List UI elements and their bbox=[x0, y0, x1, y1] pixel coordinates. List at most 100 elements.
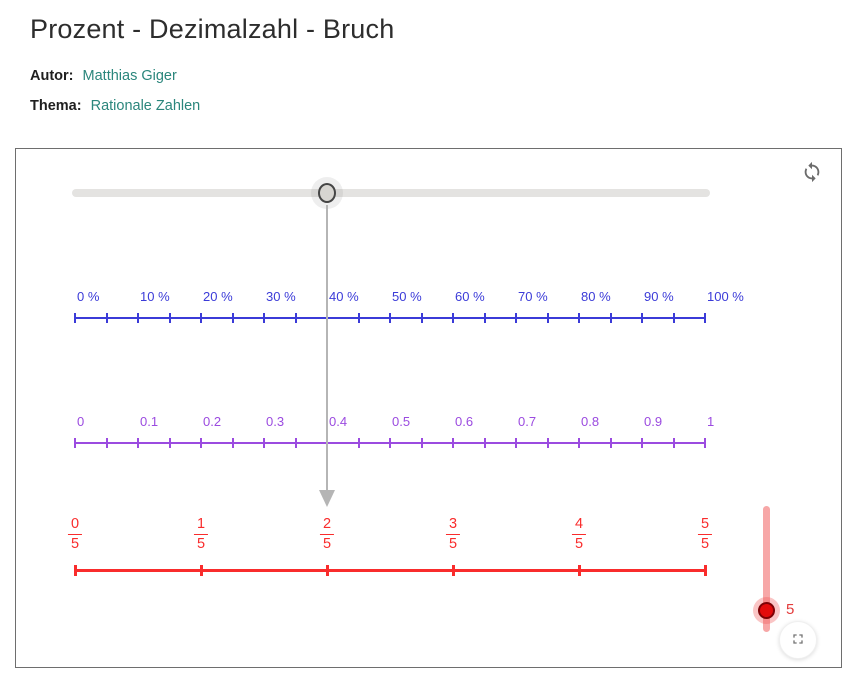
value-arrow-line bbox=[326, 205, 328, 490]
tick-label: 0.4 bbox=[329, 414, 348, 429]
tick-mark bbox=[105, 313, 108, 323]
denominator-slider-value: 5 bbox=[786, 601, 795, 618]
author-link[interactable]: Matthias Giger bbox=[82, 68, 177, 84]
tick-mark bbox=[609, 313, 612, 323]
tick-label: 0.9 bbox=[644, 414, 663, 429]
topic-row: Thema: Rationale Zahlen bbox=[30, 98, 200, 114]
author-label: Autor: bbox=[30, 68, 74, 84]
tick-label: 80 % bbox=[581, 289, 611, 304]
fraction-denominator: 5 bbox=[448, 535, 458, 552]
tick-label: 60 % bbox=[455, 289, 485, 304]
value-arrow-head-icon bbox=[319, 490, 335, 507]
tick-mark bbox=[231, 438, 234, 448]
tick-mark bbox=[704, 565, 707, 576]
tick-mark bbox=[168, 313, 171, 323]
tick-label: 1 bbox=[707, 414, 715, 429]
tick-mark bbox=[452, 313, 454, 323]
reset-button[interactable] bbox=[796, 157, 828, 189]
tick-mark bbox=[578, 438, 580, 448]
tick-mark bbox=[641, 438, 643, 448]
tick-mark bbox=[704, 438, 706, 448]
tick-mark bbox=[420, 313, 423, 323]
tick-mark bbox=[294, 313, 297, 323]
main-slider-track[interactable] bbox=[72, 189, 710, 197]
tick-mark bbox=[137, 438, 139, 448]
fraction-denominator: 5 bbox=[574, 535, 584, 552]
tick-mark bbox=[609, 438, 612, 448]
tick-label: 50 % bbox=[392, 289, 422, 304]
tick-mark bbox=[515, 313, 517, 323]
number-line-baseline bbox=[74, 569, 706, 572]
tick-mark bbox=[105, 438, 108, 448]
tick-label: 90 % bbox=[644, 289, 674, 304]
tick-label: 20 % bbox=[203, 289, 233, 304]
tick-label: 0.8 bbox=[581, 414, 600, 429]
tick-mark bbox=[389, 438, 391, 448]
geogebra-applet: 0 % 10 % 20 % 30 % 40 % 50 % 60 % 70 % 80 % 90 % 1… bbox=[15, 148, 842, 668]
tick-label: 0.3 bbox=[266, 414, 285, 429]
tick-label: 0.1 bbox=[140, 414, 159, 429]
tick-mark bbox=[578, 313, 580, 323]
tick-label: 0.2 bbox=[203, 414, 222, 429]
fullscreen-icon bbox=[790, 631, 806, 650]
tick-mark bbox=[74, 313, 76, 323]
fraction-denominator: 5 bbox=[70, 535, 80, 552]
fraction-numerator: 3 bbox=[445, 516, 461, 535]
tick-mark bbox=[578, 565, 581, 576]
tick-mark bbox=[389, 313, 391, 323]
tick-label: 40 % bbox=[329, 289, 359, 304]
tick-mark bbox=[546, 438, 549, 448]
tick-mark bbox=[515, 438, 517, 448]
tick-label: 10 % bbox=[140, 289, 170, 304]
fraction-denominator: 5 bbox=[700, 535, 710, 552]
tick-mark bbox=[357, 438, 360, 448]
tick-mark bbox=[483, 438, 486, 448]
tick-label: 0 % bbox=[77, 289, 100, 304]
page-title: Prozent - Dezimalzahl - Bruch bbox=[30, 14, 395, 44]
tick-mark bbox=[74, 565, 77, 576]
tick-mark bbox=[74, 438, 76, 448]
tick-label: 0 bbox=[77, 414, 85, 429]
tick-mark bbox=[137, 313, 139, 323]
tick-mark bbox=[294, 438, 297, 448]
tick-mark bbox=[326, 565, 329, 576]
fraction-numerator: 0 bbox=[67, 516, 83, 535]
topic-label: Thema: bbox=[30, 98, 82, 114]
refresh-icon bbox=[801, 161, 823, 186]
tick-mark bbox=[641, 313, 643, 323]
main-slider-handle[interactable] bbox=[318, 183, 337, 203]
tick-mark bbox=[200, 438, 202, 448]
topic-link[interactable]: Rationale Zahlen bbox=[90, 98, 201, 114]
tick-mark bbox=[452, 438, 454, 448]
fullscreen-button[interactable] bbox=[779, 621, 817, 659]
fraction-numerator: 5 bbox=[697, 516, 713, 535]
tick-label: 0.5 bbox=[392, 414, 411, 429]
fraction-numerator: 4 bbox=[571, 516, 587, 535]
tick-label: 0.7 bbox=[518, 414, 537, 429]
tick-mark bbox=[200, 313, 202, 323]
tick-mark bbox=[168, 438, 171, 448]
tick-mark bbox=[672, 313, 675, 323]
tick-mark bbox=[420, 438, 423, 448]
tick-mark bbox=[483, 313, 486, 323]
tick-mark bbox=[231, 313, 234, 323]
denominator-slider-handle[interactable] bbox=[758, 602, 775, 619]
tick-mark bbox=[200, 565, 203, 576]
tick-mark bbox=[672, 438, 675, 448]
tick-mark bbox=[452, 565, 455, 576]
tick-mark bbox=[546, 313, 549, 323]
denominator-slider-track[interactable] bbox=[763, 506, 770, 632]
tick-mark bbox=[704, 313, 706, 323]
tick-label: 70 % bbox=[518, 289, 548, 304]
fraction-denominator: 5 bbox=[196, 535, 206, 552]
fraction-denominator: 5 bbox=[322, 535, 332, 552]
tick-label: 30 % bbox=[266, 289, 296, 304]
tick-label: 0.6 bbox=[455, 414, 474, 429]
tick-label: 100 % bbox=[707, 289, 744, 304]
